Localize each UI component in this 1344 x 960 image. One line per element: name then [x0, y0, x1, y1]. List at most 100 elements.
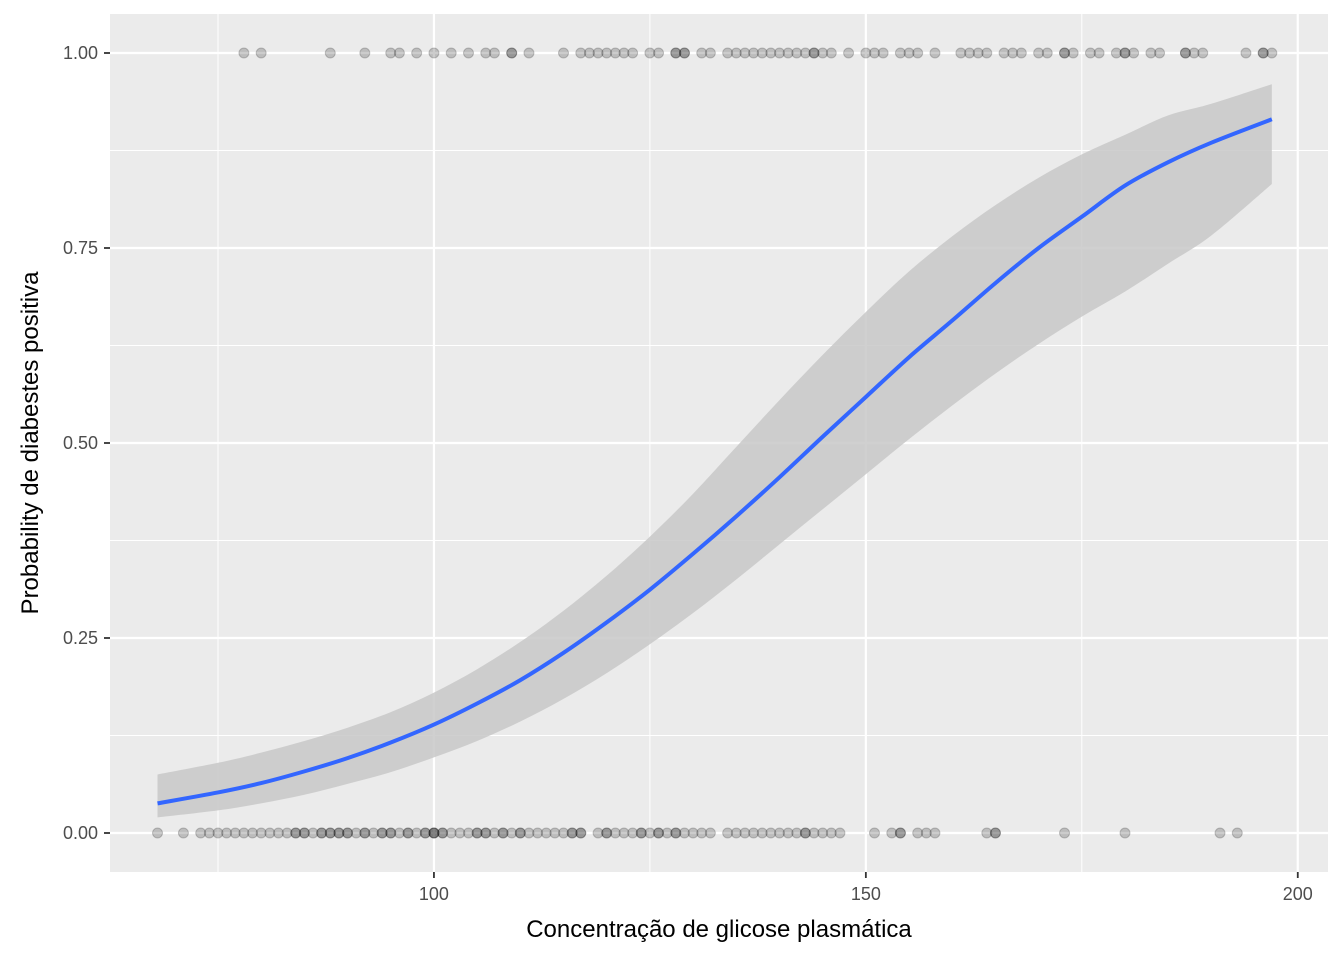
grid-major: [110, 14, 1328, 872]
data-point-positive: [1179, 47, 1191, 59]
data-point-negative: [419, 827, 431, 839]
data-point-negative: [324, 827, 336, 839]
data-point-negative: [367, 827, 379, 839]
data-point-positive: [1007, 47, 1019, 59]
data-point-negative: [696, 827, 708, 839]
data-point-negative: [929, 827, 941, 839]
data-point-negative: [316, 827, 328, 839]
data-point-negative: [342, 827, 354, 839]
data-point-negative: [989, 827, 1001, 839]
data-point-negative: [1059, 827, 1071, 839]
data-point-negative: [221, 827, 233, 839]
data-point-positive: [670, 47, 682, 59]
data-point-positive: [1145, 47, 1157, 59]
data-point-negative: [264, 827, 276, 839]
data-point-negative: [618, 827, 630, 839]
data-point-negative: [834, 827, 846, 839]
data-point-negative: [566, 827, 578, 839]
data-point-positive: [1257, 47, 1269, 59]
data-point-negative: [644, 827, 656, 839]
data-point-negative: [419, 827, 431, 839]
data-point-negative: [247, 827, 259, 839]
data-point-negative: [497, 827, 509, 839]
data-point-positive: [506, 47, 518, 59]
data-point-negative: [281, 827, 293, 839]
data-point-positive: [1110, 47, 1122, 59]
data-point-positive: [1041, 47, 1053, 59]
data-point-positive: [765, 47, 777, 59]
data-point-negative: [635, 827, 647, 839]
data-point-positive: [782, 47, 794, 59]
data-point-negative: [756, 827, 768, 839]
data-point-positive: [843, 47, 855, 59]
data-point-positive: [1067, 47, 1079, 59]
data-point-negative: [385, 827, 397, 839]
data-point-negative: [765, 827, 777, 839]
data-point-positive: [825, 47, 837, 59]
data-point-negative: [592, 827, 604, 839]
data-point-negative: [868, 827, 880, 839]
data-point-negative: [324, 827, 336, 839]
data-point-positive: [393, 47, 405, 59]
data-point-negative: [894, 827, 906, 839]
data-point-positive: [583, 47, 595, 59]
data-point-positive: [592, 47, 604, 59]
data-point-positive: [255, 47, 267, 59]
data-point-positive: [678, 47, 690, 59]
data-point-negative: [1231, 827, 1243, 839]
data-point-negative: [298, 827, 310, 839]
data-point-negative: [342, 827, 354, 839]
data-point-positive: [1188, 47, 1200, 59]
data-point-negative: [298, 827, 310, 839]
data-point-negative: [411, 827, 423, 839]
data-point-negative: [532, 827, 544, 839]
data-point-negative: [912, 827, 924, 839]
data-point-positive: [1015, 47, 1027, 59]
data-point-positive: [912, 47, 924, 59]
data-point-positive: [462, 47, 474, 59]
data-point-positive: [627, 47, 639, 59]
data-point-positive: [644, 47, 656, 59]
data-point-positive: [860, 47, 872, 59]
data-points: [152, 47, 1278, 839]
y-axis-title: Probability de diabestes positiva: [17, 271, 44, 615]
data-point-negative: [601, 827, 613, 839]
data-point-positive: [1059, 47, 1071, 59]
data-point-positive: [877, 47, 889, 59]
data-point-negative: [575, 827, 587, 839]
data-point-positive: [972, 47, 984, 59]
data-point-negative: [255, 827, 267, 839]
data-point-positive: [704, 47, 716, 59]
data-point-negative: [523, 827, 535, 839]
y-tick-label: 0.75: [63, 238, 98, 258]
data-point-positive: [1154, 47, 1166, 59]
data-point-positive: [618, 47, 630, 59]
data-point-positive: [575, 47, 587, 59]
data-point-negative: [359, 827, 371, 839]
data-point-negative: [687, 827, 699, 839]
data-point-positive: [385, 47, 397, 59]
data-point-positive: [730, 47, 742, 59]
data-point-positive: [722, 47, 734, 59]
data-point-positive: [359, 47, 371, 59]
data-point-negative: [514, 827, 526, 839]
x-axis-ticks: 100 150 200: [419, 872, 1313, 904]
data-point-negative: [773, 827, 785, 839]
data-point-positive: [411, 47, 423, 59]
data-point-positive: [506, 47, 518, 59]
data-point-negative: [920, 827, 932, 839]
data-point-negative: [385, 827, 397, 839]
data-point-negative: [661, 827, 673, 839]
data-point-negative: [653, 827, 665, 839]
data-point-positive: [929, 47, 941, 59]
data-point-positive: [791, 47, 803, 59]
data-point-positive: [558, 47, 570, 59]
data-point-negative: [609, 827, 621, 839]
data-point-negative: [212, 827, 224, 839]
data-point-negative: [307, 827, 319, 839]
data-point-negative: [558, 827, 570, 839]
data-point-negative: [601, 827, 613, 839]
x-axis-title: Concentração de glicose plasmática: [526, 916, 912, 943]
data-point-positive: [480, 47, 492, 59]
data-point-positive: [601, 47, 613, 59]
